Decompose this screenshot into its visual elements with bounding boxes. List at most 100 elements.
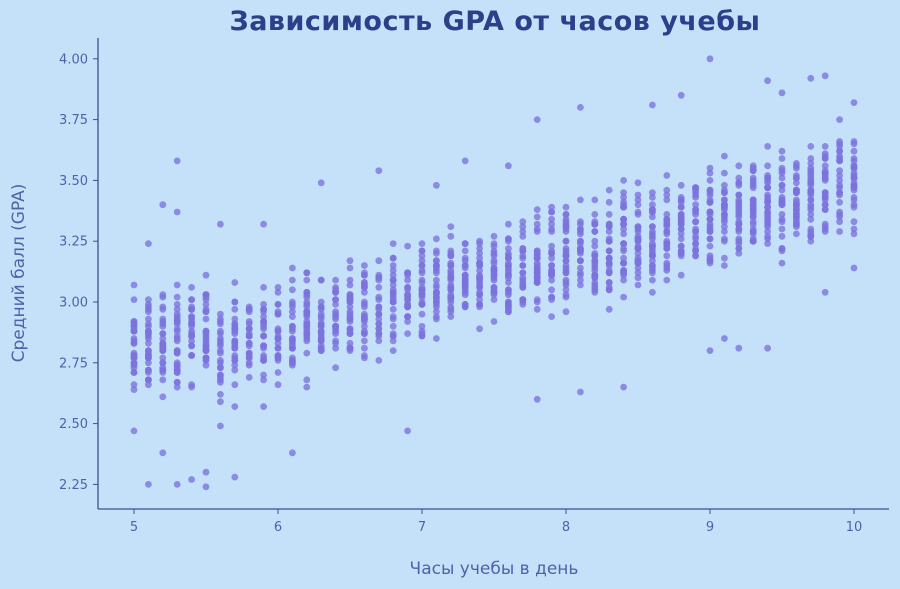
data-point [202,347,210,354]
data-point [735,162,743,170]
data-point [605,211,613,218]
data-point [519,228,527,235]
data-point [577,281,584,289]
data-point [735,196,743,204]
data-point [231,298,239,306]
data-point [303,288,311,296]
data-point [562,308,570,316]
data-point [490,264,498,272]
y-axis-ticks: 2.25 2.50 2.75 3.00 3.25 3.50 3.75 4.00 [59,52,98,493]
data-point [821,191,829,199]
data-point [850,230,858,238]
data-point [634,191,642,199]
data-point [217,378,224,386]
data-point [145,359,152,367]
data-point [274,332,282,340]
data-point [159,354,167,362]
data-point [850,99,858,106]
data-point [476,267,483,274]
data-point [202,330,210,337]
data-point [649,213,656,221]
data-point [433,276,440,284]
data-point [721,181,728,189]
data-point [706,235,714,243]
data-point [145,339,152,347]
data-point [807,203,815,211]
data-point [577,196,584,204]
data-point [375,274,383,282]
data-point [447,274,455,282]
data-point [173,327,181,335]
data-point [793,164,800,172]
data-point [649,276,656,284]
data-point [663,252,671,260]
data-point [476,291,483,299]
data-point [620,276,627,284]
data-point [217,347,224,354]
data-point [505,298,512,306]
data-point [145,296,152,303]
data-point [418,247,426,255]
data-point [649,242,656,250]
data-point [505,286,512,294]
data-point [577,240,584,248]
data-point [692,194,699,201]
data-point [591,259,599,267]
data-point [418,252,426,260]
data-point [130,281,138,289]
data-point [821,72,829,80]
data-point [389,267,397,274]
data-point [663,240,671,248]
data-point [361,288,368,296]
data-point [217,422,224,430]
data-point [375,357,383,364]
data-point [562,262,570,269]
data-point [476,279,483,286]
data-point [130,327,138,335]
data-point [389,322,397,330]
data-point [461,262,469,269]
x-axis-ticks: 5 6 7 8 9 10 [130,509,862,535]
data-point [548,254,555,262]
data-point [231,381,239,389]
data-point [620,201,627,209]
data-point [188,284,196,291]
data-point [361,262,368,269]
data-point [706,259,714,267]
data-point [418,301,426,308]
data-point [476,274,483,282]
data-point [807,160,815,167]
data-point [649,101,656,109]
data-point [533,247,541,255]
data-point [231,344,239,352]
data-point [591,271,599,279]
data-point [231,320,239,328]
data-point [850,155,858,162]
data-point [533,269,541,277]
data-point [260,376,267,384]
data-point [332,296,339,303]
data-point [735,218,743,226]
data-point [217,220,224,228]
data-point [490,318,498,325]
data-point [663,211,671,218]
data-point [346,330,354,337]
data-point [735,179,743,187]
data-point [793,198,800,206]
data-point [317,179,325,187]
data-point [778,186,786,194]
data-point [289,308,296,316]
data-point [562,257,570,265]
data-point [836,172,843,179]
data-point [188,313,196,320]
data-point [159,344,167,352]
data-point [461,288,469,296]
data-point [173,366,181,374]
data-point [188,296,196,303]
data-point [173,383,181,391]
data-point [217,364,224,372]
x-tick-label: 6 [274,520,282,535]
data-point [850,162,858,170]
data-point [490,274,498,282]
data-point [461,284,469,291]
